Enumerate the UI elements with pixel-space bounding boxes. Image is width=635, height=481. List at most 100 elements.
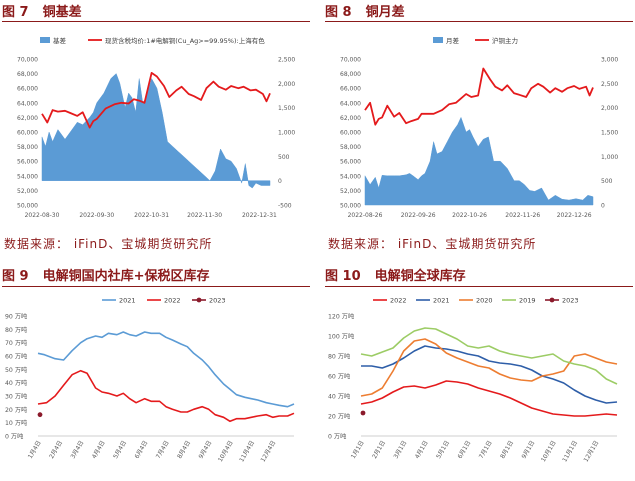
y-tick-label: 56,000 — [340, 159, 361, 166]
y2-tick-label: 2,000 — [278, 81, 295, 88]
x-tick-label: 2022-10-26 — [452, 212, 487, 219]
figure-10-text: 电解铜全球库存 — [374, 269, 466, 284]
figure-8-text: 铜月差 — [365, 5, 405, 20]
series-line-2019 — [360, 327, 618, 385]
x-tick-label: 1月1日 — [350, 440, 366, 461]
figure-8-number: 图 8 — [325, 5, 352, 20]
y-tick-label: 50,000 — [340, 203, 361, 210]
y-tick-label: 58,000 — [17, 144, 38, 151]
figure-10-number: 图 10 — [325, 269, 361, 284]
legend-marker-2023 — [196, 297, 202, 303]
y-tick-label: 70,000 — [17, 57, 38, 64]
x-tick-label: 5月1日 — [435, 440, 451, 461]
x-tick-label: 2022-08-30 — [25, 212, 60, 219]
figure-9-text: 电解铜国内社库+保税区库存 — [42, 269, 210, 284]
series-line-2022 — [37, 369, 295, 423]
y-tick-label: 68,000 — [340, 71, 361, 78]
x-tick-label: 2月4日 — [48, 440, 64, 461]
y2-tick-label: 1,500 — [278, 105, 295, 112]
y-tick-label: 90 万吨 — [5, 313, 27, 321]
y-tick-label: 20 万吨 — [5, 406, 27, 414]
y-tick-label: 70,000 — [340, 57, 361, 64]
chart-figure-8: 50,000 52,000 54,000 56,000 58,000 60,000 62,0… — [340, 36, 618, 219]
y-tick-label: 0 万吨 — [5, 433, 23, 441]
chart-figure-9: 0 万吨 10 万吨 20 万吨 30 万吨 40 万吨 50 万吨 60 万吨 70 万吨 8… — [5, 296, 295, 464]
figure-9-number: 图 9 — [2, 269, 29, 284]
y-tick-label: 40 万吨 — [5, 379, 27, 387]
y-tick-label: 64,000 — [17, 100, 38, 107]
legend-label-2023: 2023 — [562, 296, 579, 304]
y-tick-label: 68,000 — [17, 71, 38, 78]
series-point-2023 — [360, 410, 366, 416]
legend-label-2023: 2023 — [209, 296, 226, 304]
x-tick-label: 12月1日 — [583, 440, 601, 464]
x-tick-label: 2022-11-26 — [505, 212, 540, 219]
x-tick-label: 5月4日 — [112, 440, 128, 461]
y-tick-label: 58,000 — [340, 144, 361, 151]
x-tick-label: 2022-08-26 — [348, 212, 383, 219]
legend-label-2019: 2019 — [519, 296, 536, 304]
y-tick-label: 70 万吨 — [5, 339, 27, 347]
y2-tick-label: 1,000 — [601, 154, 618, 161]
source-note-left: 数据来源： iFinD、宝城期货研究所 — [4, 237, 213, 251]
x-tick-label: 8月1日 — [499, 440, 515, 461]
legend-swatch-area — [40, 37, 50, 43]
series-line-2022 — [360, 380, 618, 417]
figure-7-number: 图 7 — [2, 5, 29, 20]
legend-label-area: 月差 — [446, 36, 460, 45]
legend-label-2022: 2022 — [390, 296, 407, 304]
figure-7-rule — [2, 21, 310, 22]
x-tick-label: 4月1日 — [414, 440, 430, 461]
series-line-2020 — [360, 338, 618, 397]
y-tick-label: 100 万吨 — [328, 333, 354, 341]
y-tick-label: 56,000 — [17, 159, 38, 166]
x-tick-label: 2022-12-31 — [242, 212, 277, 219]
line-series-0 — [41, 72, 271, 129]
series-line-2021 — [37, 331, 295, 408]
legend-label-area: 基差 — [53, 36, 67, 45]
y2-tick-label: 2,000 — [601, 105, 618, 112]
y-tick-label: 54,000 — [17, 173, 38, 180]
x-tick-label: 3月4日 — [70, 440, 86, 461]
y-tick-label: 60,000 — [340, 130, 361, 137]
series-line-2021 — [361, 345, 618, 404]
x-tick-label: 2022-09-30 — [79, 212, 114, 219]
x-tick-label: 2月1日 — [371, 440, 387, 461]
y2-tick-label: 0 — [601, 203, 605, 210]
x-tick-label: 2022-12-26 — [557, 212, 592, 219]
y-tick-label: 60,000 — [17, 130, 38, 137]
y-tick-label: 60 万吨 — [5, 353, 27, 361]
y-tick-label: 62,000 — [17, 115, 38, 122]
x-tick-label: 12月4日 — [260, 440, 278, 464]
legend-label-line: 现货含税均价:1#电解铜(Cu_Ag>=99.95%):上海有色 — [105, 36, 265, 45]
x-tick-label: 1月4日 — [27, 440, 43, 461]
y-tick-label: 54,000 — [340, 173, 361, 180]
y-tick-label: 50,000 — [17, 203, 38, 210]
figure-9-title: 图 9 电解铜国内社库+保税区库存 — [2, 265, 209, 284]
figure-10-rule — [325, 286, 633, 287]
y-tick-label: 10 万吨 — [5, 419, 27, 427]
y-tick-label: 120 万吨 — [328, 313, 354, 321]
x-tick-label: 3月1日 — [393, 440, 409, 461]
y-tick-label: 20 万吨 — [328, 413, 350, 421]
x-tick-label: 6月1日 — [457, 440, 473, 461]
y-tick-label: 64,000 — [340, 100, 361, 107]
y-tick-label: 66,000 — [17, 86, 38, 93]
x-tick-label: 10月1日 — [540, 440, 558, 464]
y2-tick-label: 1,000 — [278, 130, 295, 137]
x-tick-label: 9月4日 — [198, 440, 214, 461]
x-tick-label: 11月4日 — [238, 440, 256, 464]
legend-label-2021: 2021 — [433, 296, 450, 304]
x-tick-label: 9月1日 — [521, 440, 537, 461]
chart-figure-7: 50,000 52,000 54,000 56,000 58,000 60,000 62,0… — [17, 36, 295, 219]
legend-label-2020: 2020 — [476, 296, 493, 304]
y2-tick-label: 2,500 — [278, 57, 295, 64]
figure-9-rule — [2, 286, 310, 287]
source-note-right: 数据来源： iFinD、宝城期货研究所 — [328, 237, 537, 251]
legend-swatch-area — [433, 37, 443, 43]
figure-8-rule — [325, 21, 633, 22]
y2-tick-label: 2,500 — [601, 81, 618, 88]
y2-tick-label: 0 — [278, 178, 282, 185]
area-series-0 — [41, 73, 271, 189]
series-point-2023 — [37, 412, 43, 418]
